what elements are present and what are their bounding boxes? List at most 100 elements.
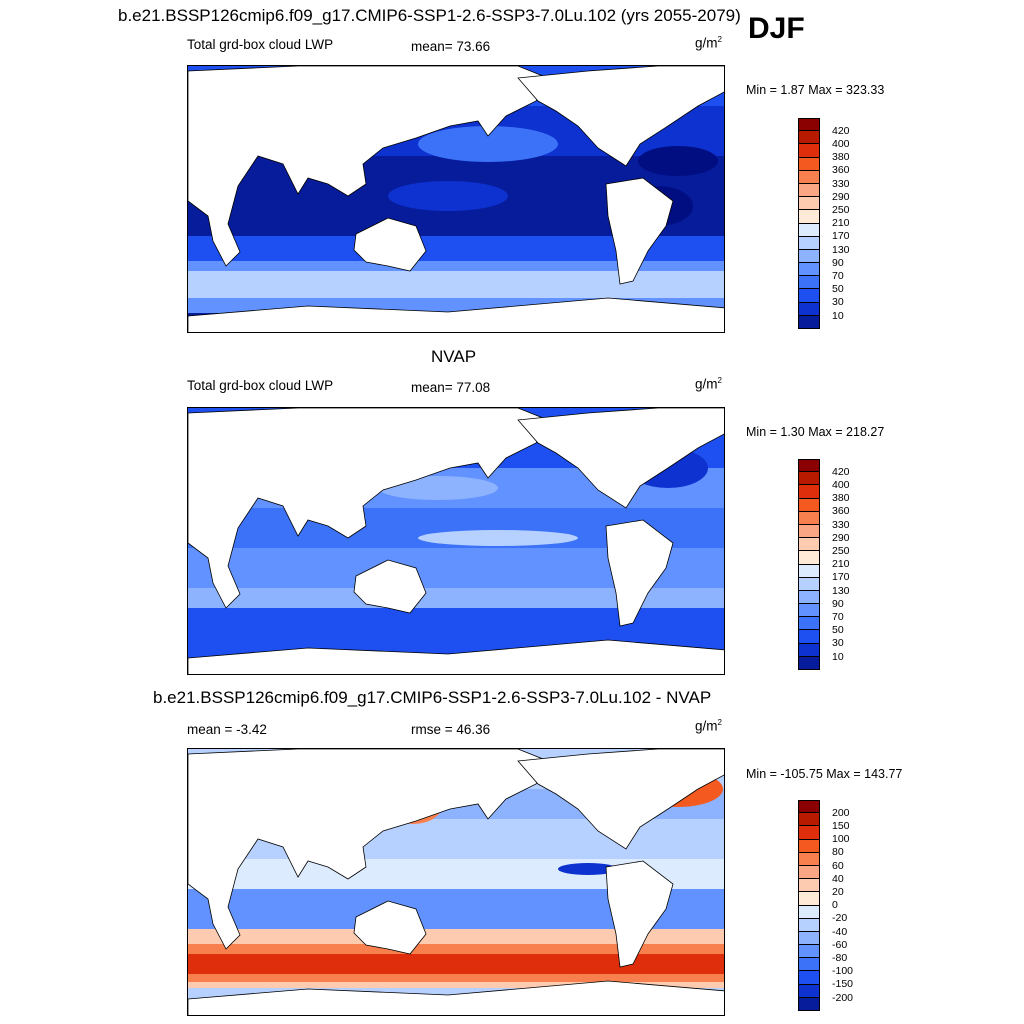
- landmass: [188, 749, 549, 950]
- diff-region: [558, 863, 618, 875]
- lwp-region: [418, 126, 558, 162]
- colorbar-box: [798, 263, 820, 277]
- colorbar-box: [798, 590, 820, 605]
- colorbar-tick-label: 150: [832, 819, 850, 832]
- landmass: [517, 66, 724, 167]
- lwp-band: [188, 608, 724, 633]
- colorbar-box: [798, 223, 820, 237]
- colorbar-tick-label: 100: [832, 833, 850, 846]
- colorbar-tick-label: 400: [832, 137, 850, 150]
- landmass: [517, 408, 724, 509]
- colorbar-tick-label: 50: [832, 624, 844, 637]
- colorbar-tick-label: 30: [832, 637, 844, 650]
- panel2-map: [187, 407, 725, 675]
- panel2-mean-label: mean= 77.08: [411, 380, 491, 395]
- colorbar-box: [798, 865, 820, 880]
- panel1-variable-label: Total grd-box cloud LWP: [187, 37, 334, 52]
- panel1-mean-label: mean= 73.66: [411, 39, 491, 54]
- panel1-map: [187, 65, 725, 333]
- map-canvas: [188, 66, 724, 332]
- colorbar-tick-label: 90: [832, 256, 844, 269]
- colorbar-box: [798, 551, 820, 565]
- season-label: DJF: [748, 12, 805, 45]
- colorbar-box: [798, 839, 820, 853]
- colorbar-box: [798, 852, 820, 866]
- colorbar-box: [798, 485, 820, 499]
- map-canvas: [188, 749, 724, 1015]
- panel1-minmax: Min = 1.87 Max = 323.33: [746, 83, 885, 97]
- landmass: [353, 900, 427, 955]
- colorbar-box: [798, 459, 820, 473]
- colorbar-box: [798, 144, 820, 158]
- map-canvas: [188, 408, 724, 674]
- colorbar-box: [798, 118, 820, 132]
- lwp-band: [188, 271, 724, 301]
- colorbar-box: [798, 958, 820, 972]
- colorbar-tick-label: 290: [832, 190, 850, 203]
- colorbar-box: [798, 210, 820, 224]
- colorbar-box: [798, 183, 820, 198]
- colorbar-tick-label: 330: [832, 518, 850, 531]
- colorbar-tick-label: 60: [832, 859, 844, 872]
- colorbar-box: [798, 289, 820, 303]
- colorbar-box: [798, 643, 820, 657]
- colorbar-box: [798, 656, 820, 670]
- colorbar-tick-label: 170: [832, 230, 850, 243]
- colorbar-tick-label: 360: [832, 164, 850, 177]
- colorbar-tick-label: 40: [832, 872, 844, 885]
- panel2-colorbar: [798, 459, 820, 670]
- colorbar-tick-label: 420: [832, 124, 850, 137]
- panel3-colorbar: [798, 800, 820, 1011]
- colorbar-tick-label: 50: [832, 283, 844, 296]
- colorbar-box: [798, 538, 820, 552]
- colorbar-tick-label: 290: [832, 531, 850, 544]
- lwp-region: [418, 530, 578, 546]
- colorbar-tick-label: 130: [832, 243, 850, 256]
- colorbar-tick-label: 20: [832, 885, 844, 898]
- lwp-region: [388, 181, 508, 211]
- panel1-title: b.e21.BSSP126cmip6.f09_g17.CMIP6-SSP1-2.…: [118, 6, 741, 25]
- colorbar-box: [798, 630, 820, 644]
- colorbar-tick-label: 10: [832, 309, 844, 322]
- panel2-variable-label: Total grd-box cloud LWP: [187, 378, 334, 393]
- colorbar-tick-label: 10: [832, 650, 844, 663]
- colorbar-box: [798, 157, 820, 171]
- landmass: [188, 980, 724, 1015]
- colorbar-box: [798, 905, 820, 919]
- colorbar-box: [798, 945, 820, 959]
- colorbar-box: [798, 617, 820, 631]
- colorbar-tick-label: 250: [832, 544, 850, 557]
- colorbar-tick-label: 330: [832, 177, 850, 190]
- colorbar-box: [798, 984, 820, 998]
- colorbar-box: [798, 997, 820, 1011]
- colorbar-box: [798, 971, 820, 985]
- panel3-mean-label: mean = -3.42: [187, 722, 267, 737]
- lwp-region: [638, 146, 718, 176]
- colorbar-box: [798, 170, 820, 184]
- colorbar-box: [798, 800, 820, 814]
- landmass: [517, 749, 724, 850]
- colorbar-tick-label: -80: [832, 951, 848, 964]
- colorbar-tick-label: 90: [832, 597, 844, 610]
- colorbar-tick-label: -100: [832, 965, 854, 978]
- landmass: [188, 408, 549, 609]
- panel3-map: [187, 748, 725, 1016]
- colorbar-tick-label: 380: [832, 492, 850, 505]
- panel3-title: b.e21.BSSP126cmip6.f09_g17.CMIP6-SSP1-2.…: [153, 688, 712, 707]
- panel3-units: g/m2: [695, 718, 722, 734]
- colorbar-tick-label: 250: [832, 203, 850, 216]
- colorbar-tick-label: -20: [832, 912, 848, 925]
- colorbar-box: [798, 813, 820, 827]
- colorbar-box: [798, 879, 820, 893]
- colorbar-box: [798, 892, 820, 906]
- colorbar-box: [798, 197, 820, 211]
- landmass: [188, 297, 724, 332]
- landmass: [353, 217, 427, 272]
- colorbar-box: [798, 472, 820, 486]
- panel3-minmax: Min = -105.75 Max = 143.77: [746, 767, 903, 781]
- panel2-minmax: Min = 1.30 Max = 218.27: [746, 425, 885, 439]
- colorbar-tick-label: -40: [832, 925, 848, 938]
- landmass: [605, 177, 674, 285]
- colorbar-box: [798, 511, 820, 525]
- lwp-band: [188, 588, 724, 608]
